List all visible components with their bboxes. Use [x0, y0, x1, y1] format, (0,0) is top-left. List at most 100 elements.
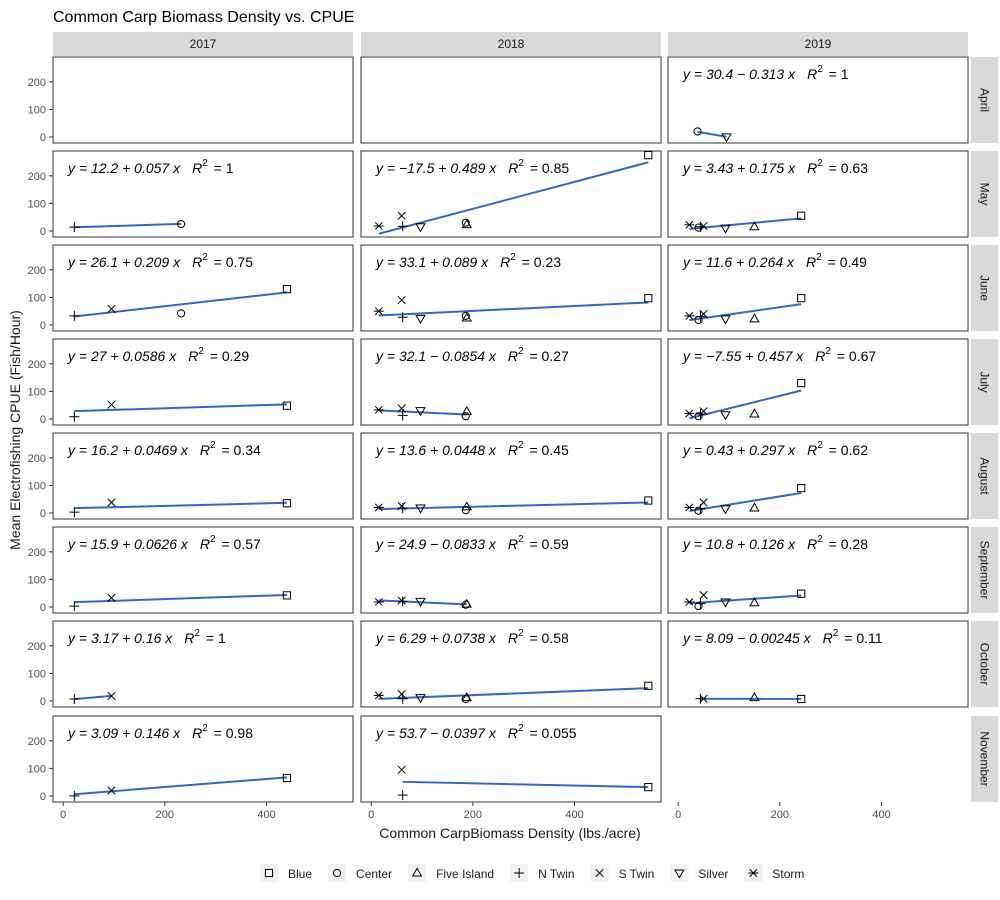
r2-value: 0.57 — [234, 536, 261, 552]
point-storm — [684, 409, 695, 418]
regression-line — [378, 161, 649, 235]
point-storm — [373, 307, 384, 316]
panel-frame — [52, 620, 354, 708]
r2-exponent: 2 — [518, 628, 524, 639]
r2-value: 0.28 — [841, 536, 868, 552]
panel-frame — [360, 244, 662, 332]
point-n-twin — [397, 221, 408, 232]
point-n-twin — [69, 222, 80, 233]
panel-june-2018 — [360, 244, 662, 332]
regression-line — [689, 217, 802, 230]
point-n-twin — [397, 693, 408, 704]
point-blue — [282, 285, 291, 294]
y-tick-label: 200 — [28, 641, 46, 653]
x-tick-label: 0 — [60, 809, 66, 821]
r2-equals: = — [825, 536, 841, 552]
equation-text: y = 3.09 + 0.146 x — [67, 725, 181, 741]
r2-value: 0.67 — [849, 348, 876, 364]
equation-label: y = 3.17 + 0.16 x R2 = 1 — [67, 628, 226, 646]
r2-exponent: 2 — [518, 346, 524, 357]
point-n-twin — [695, 598, 706, 609]
panel-september-2019 — [667, 526, 969, 614]
point-s-twin — [107, 498, 116, 507]
legend-label: N Twin — [538, 867, 574, 881]
equation-label: y = 0.43 + 0.297 x R2 = 0.62 — [682, 440, 868, 458]
point-s-twin — [397, 211, 406, 220]
regression-line — [74, 593, 287, 604]
panel-frame — [667, 150, 969, 238]
r2-symbol: R — [200, 442, 210, 458]
r2-equals: = — [526, 348, 542, 364]
panel-content-april-2019: y = 30.4 − 0.313 x R2 = 1 — [682, 64, 849, 143]
regression-line — [689, 389, 802, 420]
facet-strip-june — [971, 245, 998, 331]
point-blue — [644, 681, 653, 690]
equation-label: y = 8.09 − 0.00245 x R2 = 0.11 — [682, 628, 883, 646]
panel-frame — [360, 338, 662, 426]
panels-layer: 2017 2018 2019 April May June July August Septem… — [28, 32, 998, 821]
r2-symbol: R — [192, 725, 202, 741]
r2-symbol: R — [806, 254, 816, 270]
point-silver — [415, 694, 426, 704]
panel-content-june-2018: y = 33.1 + 0.089 x R2 = 0.23 — [373, 252, 653, 324]
point-s-twin — [699, 221, 708, 231]
r2-value: 0.11 — [856, 630, 882, 646]
equation-label: y = 33.1 + 0.089 x R2 = 0.23 — [375, 252, 561, 270]
legend-symbol-center — [332, 868, 342, 878]
r2-exponent: 2 — [833, 628, 839, 639]
panel-frame — [360, 150, 662, 238]
panel-content-june-2019: y = 11.6 + 0.264 x R2 = 0.49 — [682, 252, 867, 325]
point-storm — [373, 503, 384, 512]
legend-label: Storm — [772, 867, 804, 881]
chart-title: Common Carp Biomass Density vs. CPUE — [53, 9, 354, 26]
r2-value: 0.055 — [542, 725, 577, 741]
r2-equals: = — [206, 348, 222, 364]
y-tick-label: 200 — [28, 453, 46, 465]
r2-symbol: R — [807, 160, 817, 176]
equation-label: y = 30.4 − 0.313 x R2 = 1 — [682, 64, 849, 82]
legend-item-silver: Silver — [670, 864, 728, 882]
y-tick-label: 100 — [28, 574, 46, 586]
r2-value: 0.34 — [234, 442, 261, 458]
point-n-twin — [69, 601, 80, 612]
r2-equals: = — [526, 725, 542, 741]
facet-strip-label: July — [978, 371, 992, 392]
equation-text: y = 0.43 + 0.297 x — [682, 442, 796, 458]
r2-exponent: 2 — [210, 534, 216, 545]
regression-line — [74, 501, 287, 510]
legend-symbol-blue — [264, 868, 274, 878]
point-storm — [373, 405, 384, 414]
r2-exponent: 2 — [202, 158, 208, 169]
regression-line — [74, 222, 182, 229]
r2-symbol: R — [823, 630, 833, 646]
point-silver — [720, 411, 731, 421]
r2-symbol: R — [807, 536, 817, 552]
r2-symbol: R — [815, 348, 825, 364]
panel-frame — [52, 56, 354, 144]
x-tick-label: 200 — [771, 809, 789, 821]
r2-symbol: R — [508, 630, 518, 646]
panel-content-november-2018: y = 53.7 − 0.0397 x R2 = 0.055 — [375, 723, 653, 801]
legend-symbol-silver — [674, 869, 685, 879]
x-tick-label: 400 — [257, 809, 275, 821]
panel-april-2019 — [667, 56, 969, 144]
r2-equals: = — [825, 442, 841, 458]
panel-content-october-2019: y = 8.09 − 0.00245 x R2 = 0.11 — [682, 628, 883, 704]
facet-strip-august — [971, 433, 998, 519]
r2-value: 0.27 — [542, 348, 569, 364]
legend-symbol-five-island — [411, 867, 423, 877]
equation-label: y = 32.1 − 0.0854 x R2 = 0.27 — [375, 346, 569, 364]
facet-strip-september — [971, 527, 998, 613]
r2-exponent: 2 — [510, 252, 516, 263]
panel-content-october-2018: y = 6.29 + 0.0738 x R2 = 0.58 — [373, 628, 653, 704]
r2-equals: = — [210, 725, 226, 741]
r2-exponent: 2 — [825, 346, 831, 357]
point-five-island — [749, 313, 760, 323]
point-silver — [415, 314, 426, 324]
point-five-island — [749, 597, 760, 607]
r2-exponent: 2 — [194, 628, 200, 639]
r2-equals: = — [526, 536, 542, 552]
r2-value: 0.29 — [222, 348, 249, 364]
equation-label: y = 6.29 + 0.0738 x R2 = 0.58 — [375, 628, 569, 646]
panel-content-july-2017: y = 27 + 0.0586 x R2 = 0.29 — [67, 346, 291, 422]
